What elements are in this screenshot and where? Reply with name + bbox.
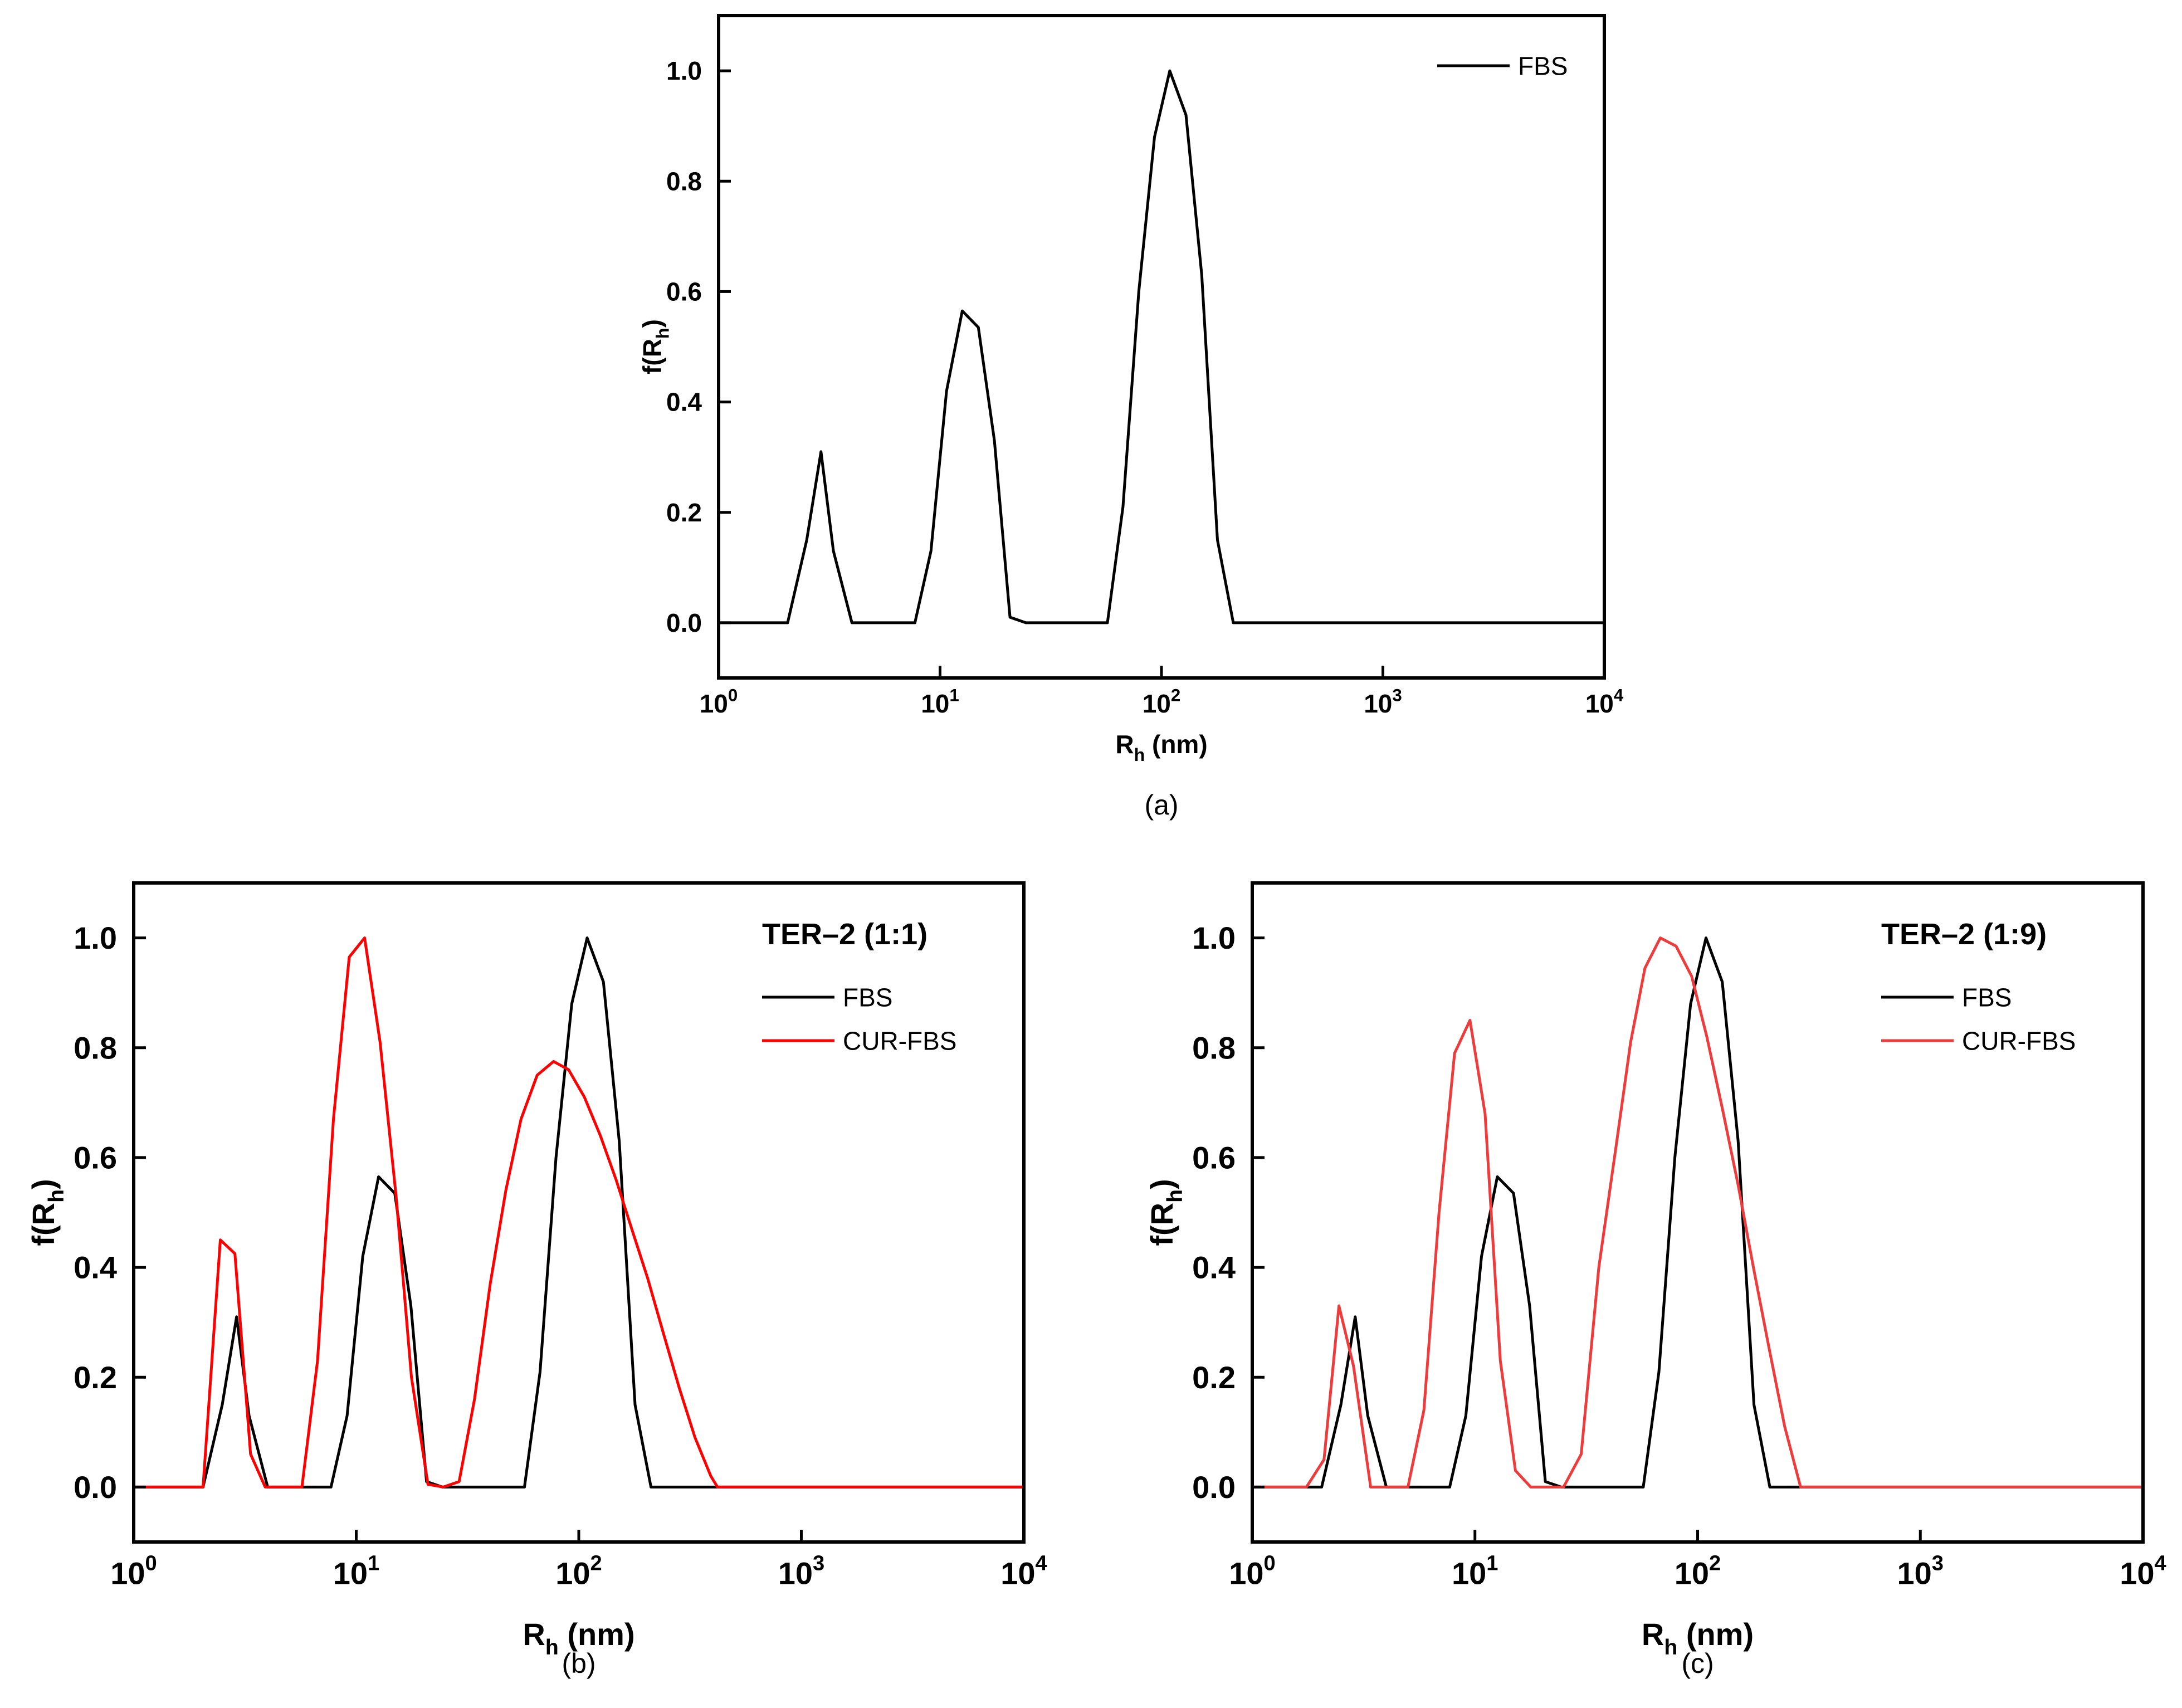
legend-label-fbs: FBS bbox=[843, 983, 892, 1012]
legend-label-cur-fbs: CUR-FBS bbox=[843, 1027, 956, 1056]
x-tick-exp: 1 bbox=[1486, 1551, 1498, 1575]
x-tick-label: 104 bbox=[1585, 685, 1624, 718]
legend: TER–2 (1:1) FBS CUR-FBS bbox=[762, 918, 956, 1056]
x-tick-exp: 1 bbox=[368, 1551, 379, 1575]
x-tick-base: 10 bbox=[333, 1556, 368, 1591]
y-tick-label: 1.0 bbox=[666, 56, 702, 85]
x-tick-exp: 3 bbox=[1932, 1551, 1944, 1575]
y-axis-label: f(Rh) bbox=[26, 1179, 69, 1246]
y-tick-label: 0.0 bbox=[1192, 1470, 1236, 1505]
x-tick-exp: 2 bbox=[590, 1551, 602, 1575]
legend-title: TER–2 (1:9) bbox=[1881, 918, 2047, 951]
y-tick-label: 0.6 bbox=[74, 1140, 117, 1175]
x-tick-base: 10 bbox=[1364, 689, 1392, 718]
y-tick-label: 0.4 bbox=[666, 388, 702, 417]
y-tick-label: 0.8 bbox=[1192, 1030, 1236, 1065]
x-tick-label: 102 bbox=[1675, 1551, 1721, 1590]
legend-label-cur-fbs: CUR-FBS bbox=[1962, 1027, 2076, 1056]
x-tick-base: 10 bbox=[1143, 689, 1171, 718]
y-tick-label: 0.8 bbox=[74, 1030, 117, 1065]
x-tick-label: 101 bbox=[921, 685, 959, 718]
y-tick-label: 1.0 bbox=[74, 920, 117, 955]
x-tick-exp: 4 bbox=[1036, 1551, 1047, 1575]
x-tick-base: 10 bbox=[555, 1556, 590, 1591]
x-tick-exp: 2 bbox=[1709, 1551, 1721, 1575]
y-axis-label: f(Rh) bbox=[638, 319, 673, 374]
y-tick-label: 0.0 bbox=[666, 608, 702, 637]
legend: FBS bbox=[1437, 52, 1568, 81]
x-tick-label: 101 bbox=[1452, 1551, 1498, 1590]
x-tick-label: 100 bbox=[700, 685, 738, 718]
series-line-fbs bbox=[134, 936, 1024, 1489]
x-tick-label: 104 bbox=[1000, 1551, 1047, 1590]
x-tick-label: 103 bbox=[778, 1551, 824, 1590]
panel-caption: (b) bbox=[562, 1648, 595, 1679]
x-tick-exp: 3 bbox=[813, 1551, 824, 1575]
x-tick-base: 10 bbox=[778, 1556, 813, 1591]
x-axis-label: Rh (nm) bbox=[523, 1617, 634, 1660]
y-tick-label: 0.4 bbox=[1192, 1250, 1236, 1285]
x-tick-base: 10 bbox=[921, 689, 949, 718]
y-tick-label: 1.0 bbox=[1192, 920, 1236, 955]
y-axis-label: f(Rh) bbox=[1144, 1179, 1187, 1246]
legend-label-fbs: FBS bbox=[1518, 52, 1568, 81]
x-tick-label: 102 bbox=[1143, 685, 1181, 718]
x-tick-exp: 1 bbox=[949, 685, 959, 705]
x-tick-exp: 0 bbox=[145, 1551, 157, 1575]
y-tick-label: 0.2 bbox=[74, 1360, 117, 1395]
series-line-cur-fbs bbox=[1252, 936, 2143, 1489]
y-tick-label: 0.0 bbox=[74, 1470, 117, 1505]
x-axis-label: Rh (nm) bbox=[1115, 730, 1207, 765]
x-tick-base: 10 bbox=[1675, 1556, 1709, 1591]
panel-caption: (c) bbox=[1681, 1648, 1714, 1679]
x-tick-exp: 0 bbox=[728, 685, 738, 705]
x-tick-label: 103 bbox=[1364, 685, 1402, 718]
y-tick-label: 0.6 bbox=[1192, 1140, 1236, 1175]
x-tick-base: 10 bbox=[1229, 1556, 1263, 1591]
series-line-fbs bbox=[1252, 936, 2143, 1489]
x-tick-label: 104 bbox=[2120, 1551, 2166, 1590]
plot-frame bbox=[132, 881, 1026, 1544]
x-tick-base: 10 bbox=[110, 1556, 145, 1591]
y-tick-label: 0.8 bbox=[666, 167, 702, 196]
x-tick-label: 100 bbox=[1229, 1551, 1275, 1590]
x-tick-exp: 2 bbox=[1171, 685, 1180, 705]
y-tick-label: 0.4 bbox=[74, 1250, 117, 1285]
plot-frame bbox=[717, 14, 1606, 680]
y-tick-label: 0.2 bbox=[666, 498, 702, 527]
panel-caption: (a) bbox=[1144, 789, 1178, 821]
x-tick-label: 103 bbox=[1897, 1551, 1944, 1590]
x-tick-base: 10 bbox=[2120, 1556, 2154, 1591]
plot-frame bbox=[1251, 881, 2145, 1544]
x-tick-base: 10 bbox=[1585, 689, 1614, 718]
x-tick-label: 102 bbox=[555, 1551, 602, 1590]
x-tick-base: 10 bbox=[700, 689, 728, 718]
series-line-fbs bbox=[719, 69, 1604, 624]
x-tick-exp: 0 bbox=[1264, 1551, 1276, 1575]
y-tick-label: 0.2 bbox=[1192, 1360, 1236, 1395]
legend-label-fbs: FBS bbox=[1962, 983, 2012, 1012]
x-tick-label: 101 bbox=[333, 1551, 379, 1590]
series-line-cur-fbs bbox=[134, 936, 1024, 1489]
x-axis-label: Rh (nm) bbox=[1642, 1617, 1754, 1660]
legend-title: TER–2 (1:1) bbox=[762, 918, 928, 951]
x-tick-label: 100 bbox=[110, 1551, 157, 1590]
x-tick-exp: 4 bbox=[2155, 1551, 2166, 1575]
legend: TER–2 (1:9) FBS CUR-FBS bbox=[1881, 918, 2076, 1056]
x-tick-base: 10 bbox=[1897, 1556, 1932, 1591]
x-tick-base: 10 bbox=[1452, 1556, 1486, 1591]
x-tick-exp: 4 bbox=[1614, 685, 1624, 705]
y-tick-label: 0.6 bbox=[666, 277, 702, 306]
x-tick-base: 10 bbox=[1000, 1556, 1035, 1591]
x-tick-exp: 3 bbox=[1392, 685, 1402, 705]
